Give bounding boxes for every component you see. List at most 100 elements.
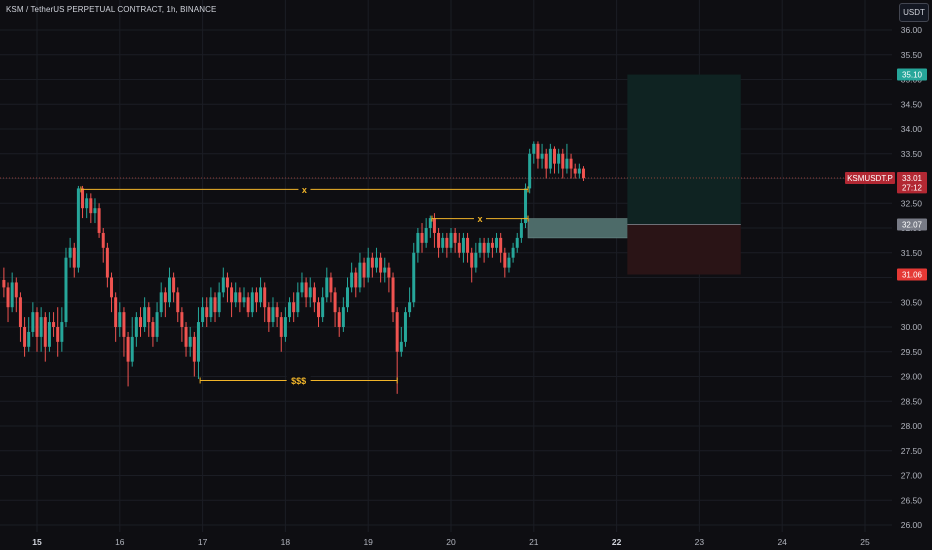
candle-body: [271, 307, 275, 323]
y-tick-label: 30.00: [901, 322, 923, 332]
y-tick-label: 33.50: [901, 149, 923, 159]
x-tick-label: 25: [860, 537, 870, 547]
x-tick-label: 21: [529, 537, 539, 547]
y-tick-label: 30.50: [901, 297, 923, 307]
candle-body: [254, 292, 258, 303]
candle-body: [561, 153, 565, 169]
zones: [527, 74, 741, 275]
y-tick-label: 32.50: [901, 198, 923, 208]
candle-body: [93, 208, 97, 214]
candle-body: [461, 237, 465, 253]
candle-body: [317, 302, 321, 318]
candle-body: [540, 153, 544, 159]
x-tick-label: 23: [695, 537, 705, 547]
candle-body: [478, 242, 482, 253]
candle-body: [163, 292, 167, 303]
time-axis[interactable]: 15 16 17 18 19 20 21 22 23 24 25: [32, 537, 870, 547]
candle-body: [403, 312, 407, 342]
candle-body: [10, 282, 14, 308]
stop-loss-tag-bg: [897, 268, 927, 281]
candle-body: [114, 297, 118, 327]
y-tick-label: 29.50: [901, 347, 923, 357]
candle-body: [180, 312, 184, 327]
candle-body: [383, 267, 387, 273]
candle-body: [457, 242, 461, 253]
candle-body: [507, 257, 511, 268]
candle-body: [56, 327, 60, 342]
x-tick-label: 18: [281, 537, 291, 547]
liquidity-lows-label: $$$: [291, 376, 306, 386]
candle-body: [155, 312, 159, 337]
position-loss-zone: [627, 224, 741, 275]
candle-body: [495, 237, 499, 248]
y-tick-label: 26.50: [901, 495, 923, 505]
position-profit-zone: [627, 74, 741, 225]
candle-body: [275, 307, 279, 318]
candle-body: [358, 262, 362, 288]
candle-body: [118, 312, 122, 327]
candle-body: [246, 297, 250, 313]
take-profit-tag: 35.10: [902, 71, 923, 80]
currency-button[interactable]: USDT: [899, 3, 929, 22]
candle-body: [304, 282, 308, 298]
candle-body: [366, 257, 370, 278]
equal-highs-left-label: x: [302, 185, 307, 195]
candle-body: [72, 247, 76, 268]
candle-body: [221, 277, 225, 293]
candle-body: [329, 277, 333, 293]
x-tick-label: 24: [777, 537, 787, 547]
x-tick-label: 15: [32, 537, 42, 547]
candle-body: [89, 198, 93, 214]
y-tick-label: 28.00: [901, 421, 923, 431]
reference-lines: [0, 177, 892, 225]
candle-body: [184, 327, 188, 347]
candle-body: [337, 312, 341, 327]
candle-body: [126, 336, 130, 362]
candle-body: [201, 307, 205, 323]
candle-body: [27, 331, 31, 347]
y-tick-label: 34.50: [901, 99, 923, 109]
candle-body: [209, 297, 213, 318]
symbol-tag-bg: [845, 172, 895, 185]
candles: [2, 141, 585, 394]
candle-body: [577, 168, 581, 174]
candle-body: [259, 287, 263, 303]
candle-body: [288, 302, 292, 318]
candle-body: [548, 148, 552, 169]
candle-body: [283, 317, 287, 337]
candle-body: [321, 297, 325, 318]
candle-body: [14, 282, 18, 298]
symbol-tag: KSMUSDT.P: [847, 174, 893, 183]
candle-body: [374, 257, 378, 268]
candle-body: [333, 292, 337, 313]
x-tick-label: 17: [198, 537, 208, 547]
candle-body: [412, 252, 416, 303]
candle-body: [167, 277, 171, 303]
candle-body: [292, 302, 296, 313]
y-tick-label: 35.50: [901, 50, 923, 60]
candle-body: [445, 237, 449, 248]
candle-body: [354, 272, 358, 288]
candle-body: [85, 198, 89, 209]
candle-body: [470, 252, 474, 268]
equal-highs-right-label: x: [477, 214, 482, 224]
candle-body: [486, 242, 490, 253]
candle-body: [428, 218, 432, 228]
candle-body: [557, 153, 561, 164]
candle-body: [408, 302, 412, 313]
grid-lines: [0, 0, 892, 532]
candle-body: [391, 277, 395, 313]
equal-highs-left-label-bg: [298, 184, 311, 195]
candle-body: [263, 287, 267, 308]
candle-body: [143, 307, 147, 327]
candle-body: [238, 292, 242, 303]
x-tick-label: 16: [115, 537, 125, 547]
candle-body: [205, 307, 209, 318]
candle-body: [370, 257, 374, 268]
candle-body: [387, 267, 391, 278]
candle-body: [553, 148, 556, 164]
candle-body: [511, 247, 515, 258]
